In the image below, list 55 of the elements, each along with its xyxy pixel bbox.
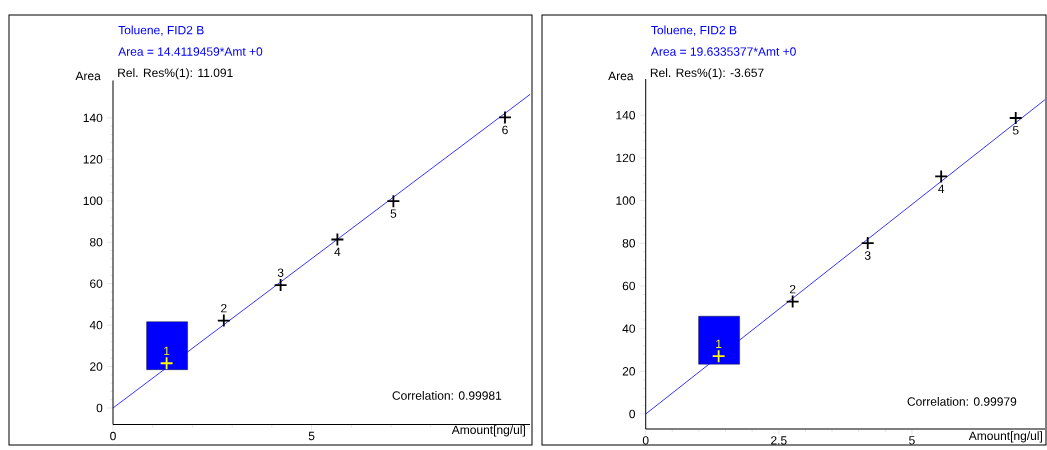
y-tick-label: 80 [89, 237, 103, 247]
y-axis-title: Area [75, 71, 101, 81]
y-tick-label: 120 [616, 153, 636, 163]
annotation: 6 [502, 125, 508, 135]
point [273, 278, 288, 293]
x-tick-label: 5 [909, 436, 915, 445]
y-tick-label: 20 [622, 367, 636, 376]
annotation: 3 [864, 251, 871, 260]
y-axis-title: Area [608, 71, 634, 81]
point [498, 110, 512, 125]
annotation: 3 [277, 268, 284, 277]
chart-title: Toluene, FID2 B [118, 25, 204, 36]
y-tick-label: 60 [90, 279, 103, 288]
annotation: 2 [221, 303, 227, 313]
y-tick-label: 20 [90, 362, 103, 371]
annotation: 4 [334, 247, 341, 256]
x-tick-label: 0 [110, 431, 116, 441]
point [216, 313, 231, 328]
point [1008, 111, 1023, 125]
annotation: Rel. Res%(1): -3.657 [650, 68, 764, 80]
annotation: 2 [789, 284, 796, 294]
annotation: Correlation: 0.99979 [907, 396, 1017, 406]
y-tick-label: 80 [622, 239, 636, 248]
y-tick-label: 100 [83, 196, 103, 206]
annotation: 5 [1012, 126, 1019, 135]
annotation: 1 [716, 339, 722, 348]
point [159, 356, 174, 371]
x-tick-label: 5 [308, 431, 315, 441]
x-axis-title: Amount[ng/ul] [451, 425, 525, 437]
y-tick-label: 140 [616, 110, 636, 120]
chart-subtitle: Area = 14.4119459*Amt +0 [118, 47, 263, 56]
annotation: 1 [164, 346, 170, 356]
y-tick-label: 0 [629, 409, 636, 419]
x-tick-label: 2.5 [771, 436, 787, 445]
y-tick-label: 100 [616, 196, 636, 205]
point [386, 194, 401, 209]
chart-title: Toluene, FID2 B [651, 25, 737, 36]
point [934, 169, 949, 184]
y-tick-label: 40 [622, 324, 636, 333]
point [330, 232, 345, 247]
x-tick-label: 0 [642, 436, 649, 445]
annotation: 5 [390, 209, 397, 218]
text: Rel. Res%(1): 11.091 [118, 68, 233, 80]
chart-subtitle: Area = 19.6335377*Amt +0 [650, 47, 796, 56]
y-tick-label: 60 [622, 281, 636, 291]
point [860, 236, 875, 250]
annotation: Correlation: 0.99981 [392, 390, 502, 400]
y-tick-label: 120 [83, 155, 103, 164]
annotation: 4 [938, 184, 945, 193]
point [785, 294, 800, 309]
point [711, 349, 726, 364]
x-axis-title: Amount[ng/ul] [968, 431, 1042, 443]
y-tick-label: 40 [89, 320, 103, 330]
y-tick-label: 140 [83, 113, 103, 123]
y-tick-label: 0 [96, 403, 103, 413]
